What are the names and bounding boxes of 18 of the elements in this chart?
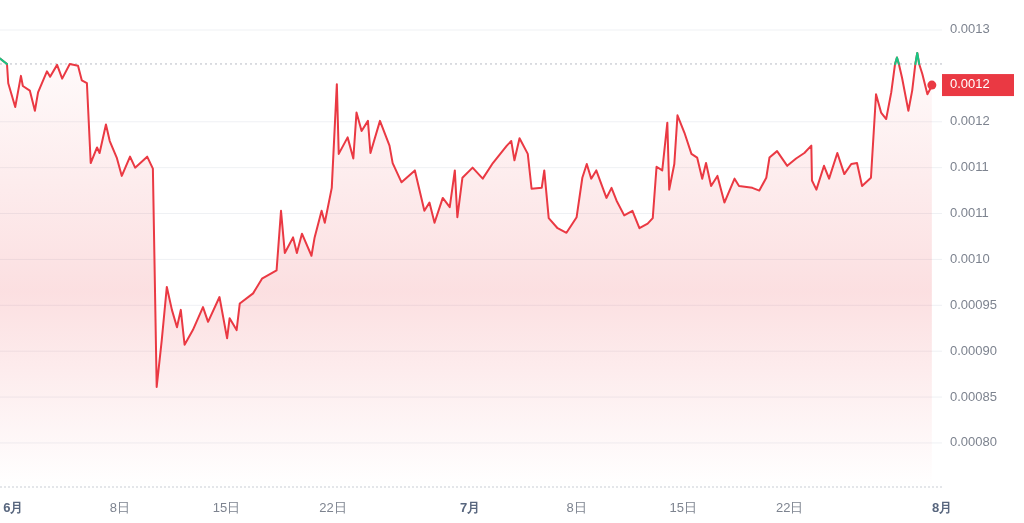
- x-tick-label: 8日: [566, 500, 587, 516]
- x-tick-label: 8日: [109, 500, 131, 516]
- y-tick-label: 0.0010: [950, 250, 990, 266]
- y-tick-label: 0.0012: [950, 113, 990, 129]
- x-tick-label: 22日: [776, 500, 804, 516]
- y-tick-label: 0.00085: [950, 388, 997, 404]
- x-tick-label: 15日: [212, 500, 241, 516]
- x-tick-label: 8月: [931, 500, 953, 516]
- y-tick-label: 0.0011: [950, 159, 989, 175]
- x-tick-label: 7月: [459, 500, 481, 516]
- y-tick-label: 0.00090: [950, 342, 997, 358]
- y-tick-label: 0.00095: [950, 296, 997, 312]
- x-tick-label: 22日: [319, 500, 347, 516]
- x-tick-label: 6月: [3, 500, 24, 516]
- y-tick-label: 0.0013: [950, 21, 990, 37]
- y-tick-label: 0.0011: [950, 204, 989, 220]
- y-tick-label: 0.00080: [950, 434, 997, 450]
- x-tick-label: 15日: [669, 500, 697, 516]
